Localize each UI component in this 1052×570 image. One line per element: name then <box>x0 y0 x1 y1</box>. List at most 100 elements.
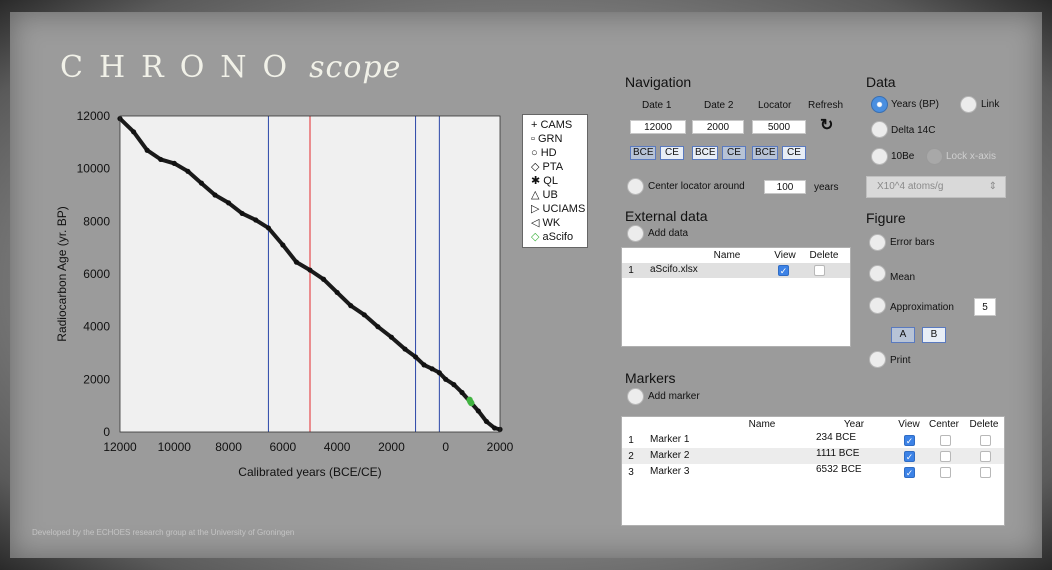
add-data-label: Add data <box>648 228 689 239</box>
mk-col-view: View <box>898 419 920 430</box>
center-checkbox[interactable] <box>940 451 951 462</box>
approximation-radio[interactable] <box>869 297 886 314</box>
table-row[interactable]: 1 aScifo.xlsx ✓ <box>622 263 850 278</box>
center-years-unit: years <box>814 182 839 193</box>
legend-symbol: ✱ <box>531 175 544 187</box>
legend-symbol: ▫ <box>531 133 538 145</box>
date1-label: Date 1 <box>642 100 672 111</box>
legend-label: QL <box>543 175 558 187</box>
delete-checkbox[interactable] <box>814 265 825 276</box>
view-checkbox[interactable]: ✓ <box>904 451 915 462</box>
delta14c-radio[interactable] <box>871 121 888 138</box>
logo-main: CHRONO <box>60 50 304 85</box>
marker-year: 1111 BCE <box>816 448 860 459</box>
mean-label: Mean <box>890 272 916 283</box>
delete-checkbox[interactable] <box>980 435 991 446</box>
marker-name: Marker 2 <box>650 450 690 461</box>
be10-label: 10Be <box>891 151 915 162</box>
locator-bce-button[interactable]: BCE <box>752 146 778 160</box>
ext-col-view: View <box>774 250 796 261</box>
legend-label: GRN <box>537 133 563 145</box>
locator-label: Locator <box>758 100 792 111</box>
mk-col-name: Name <box>748 419 776 430</box>
refresh-icon[interactable]: ↻ <box>820 117 834 134</box>
view-checkbox[interactable]: ✓ <box>904 467 915 478</box>
approx-b-button[interactable]: B <box>922 327 946 343</box>
center-locator-radio[interactable] <box>627 178 644 195</box>
be10-radio[interactable] <box>871 148 888 165</box>
legend-symbol: ◇ <box>531 231 543 243</box>
legend-entry: ✱ QL <box>531 175 558 187</box>
logo-scope: scope <box>309 50 402 85</box>
legend-label: UCIAMS <box>542 203 586 215</box>
markers-title: Markers <box>625 370 676 386</box>
units-select-value: X10^4 atoms/g <box>877 181 944 192</box>
delete-checkbox[interactable] <box>980 451 991 462</box>
center-years-input[interactable]: 100 <box>764 180 806 194</box>
legend-symbol: ○ <box>531 147 541 159</box>
legend-label: PTA <box>542 161 564 173</box>
external-data-title: External data <box>625 208 708 224</box>
add-marker-label: Add marker <box>648 391 700 402</box>
approximation-input[interactable]: 5 <box>974 298 996 316</box>
print-radio[interactable] <box>869 351 886 368</box>
date2-input[interactable]: 2000 <box>692 120 744 134</box>
locator-ce-button[interactable]: CE <box>782 146 806 160</box>
delete-checkbox[interactable] <box>980 467 991 478</box>
marker-year: 234 BCE <box>816 432 857 443</box>
date1-ce-button[interactable]: CE <box>660 146 684 160</box>
error-bars-label: Error bars <box>890 237 935 248</box>
add-data-radio[interactable] <box>627 225 644 242</box>
legend-symbol: + <box>531 119 541 131</box>
legend-label: WK <box>542 217 561 229</box>
error-bars-radio[interactable] <box>869 234 886 251</box>
date1-input[interactable]: 12000 <box>630 120 686 134</box>
table-row[interactable]: 3 Marker 3 6532 BCE ✓ <box>622 464 1004 480</box>
markers-table[interactable]: Name Year View Center Delete 1 Marker 1 … <box>621 416 1005 526</box>
locator-input[interactable]: 5000 <box>752 120 806 134</box>
link-label: Link <box>981 99 1000 110</box>
row-number: 3 <box>628 467 634 478</box>
app-logo: CHRONO scope <box>60 50 401 85</box>
marker-name: Marker 1 <box>650 434 690 445</box>
view-checkbox[interactable]: ✓ <box>904 435 915 446</box>
legend-entry: △ UB <box>531 189 558 201</box>
approximation-label: Approximation <box>890 302 954 313</box>
approx-a-button[interactable]: A <box>891 327 915 343</box>
date2-label: Date 2 <box>704 100 734 111</box>
date2-bce-button[interactable]: BCE <box>692 146 718 160</box>
ext-col-name: Name <box>713 250 741 261</box>
marker-year: 6532 BCE <box>816 464 862 475</box>
legend-label: UB <box>542 189 558 201</box>
table-row[interactable]: 2 Marker 2 1111 BCE ✓ <box>622 448 1004 464</box>
center-checkbox[interactable] <box>940 435 951 446</box>
table-row[interactable]: 1 Marker 1 234 BCE ✓ <box>622 432 1004 448</box>
lock-x-axis-label: Lock x-axis <box>946 151 997 162</box>
chart-legend: + CAMS ▫ GRN ○ HD ◇ PTA ✱ QL △ UB ▷ UCIAMS ◁ WK… <box>522 114 588 248</box>
legend-entry: ○ HD <box>531 147 557 159</box>
legend-entry: ◇ PTA <box>531 161 563 173</box>
center-checkbox[interactable] <box>940 467 951 478</box>
external-data-table[interactable]: Name View Delete 1 aScifo.xlsx ✓ <box>621 247 851 347</box>
years-bp-label: Years (BP) <box>891 99 939 110</box>
marker-name: Marker 3 <box>650 466 690 477</box>
navigation-title: Navigation <box>625 74 692 90</box>
date1-bce-button[interactable]: BCE <box>630 146 656 160</box>
data-title: Data <box>866 74 896 90</box>
years-bp-radio[interactable] <box>871 96 888 113</box>
print-label: Print <box>890 355 911 366</box>
select-arrows-icon: ⇕ <box>988 181 997 192</box>
center-locator-label: Center locator around <box>648 181 745 192</box>
link-radio[interactable] <box>960 96 977 113</box>
view-checkbox[interactable]: ✓ <box>778 265 789 276</box>
refresh-label: Refresh <box>808 100 844 111</box>
footer-credit: Developed by the ECHOES research group a… <box>32 528 295 537</box>
add-marker-radio[interactable] <box>627 388 644 405</box>
legend-symbol: ◇ <box>531 161 543 173</box>
mk-col-delete: Delete <box>969 419 999 430</box>
lock-x-axis-radio[interactable] <box>926 148 943 165</box>
mean-radio[interactable] <box>869 265 886 282</box>
units-select[interactable]: X10^4 atoms/g ⇕ <box>866 176 1006 198</box>
legend-symbol: ◁ <box>531 217 543 229</box>
date2-ce-button[interactable]: CE <box>722 146 746 160</box>
